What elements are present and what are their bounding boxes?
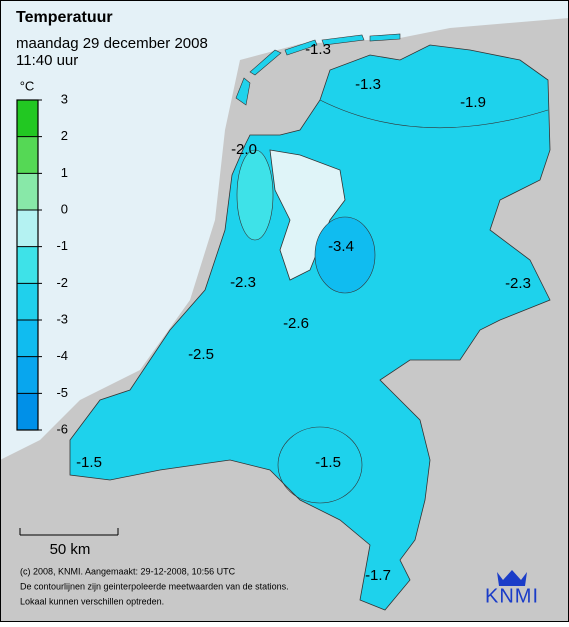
scale-label: 50 km	[50, 541, 91, 558]
map-label: -1.7	[365, 567, 391, 584]
legend-tick-label: 2	[61, 128, 68, 143]
map-label: -2.6	[283, 315, 309, 332]
logo-crown	[497, 570, 527, 586]
legend-tick-label: 3	[61, 91, 68, 106]
legend-swatch	[17, 393, 38, 430]
legend-tick-label: 1	[61, 165, 68, 180]
legend-tick-label: -4	[56, 348, 68, 363]
time: 11:40 uur	[16, 52, 78, 69]
map-label: -1.5	[315, 454, 341, 471]
map-labels: -1.3 -1.3 -1.9 -2.0 -3.4 -2.3 -2.3 -2.6 …	[76, 41, 531, 584]
map-label: -2.3	[505, 275, 531, 292]
knmi-logo: KNMI	[485, 570, 539, 607]
map-label: -1.3	[305, 41, 331, 58]
footer-line: (c) 2008, KNMI. Aangemaakt: 29-12-2008, …	[20, 566, 236, 576]
islands	[235, 33, 401, 106]
contour-line	[277, 426, 363, 504]
contour-line	[319, 99, 549, 129]
island	[321, 34, 365, 46]
legend-swatch	[17, 320, 38, 357]
legend-swatch	[17, 100, 38, 137]
date: maandag 29 december 2008	[16, 35, 208, 52]
legend-tick-label: -5	[56, 385, 68, 400]
island	[249, 49, 282, 76]
legend-unit: °C	[20, 78, 35, 93]
legend-swatch	[17, 246, 38, 284]
map-label: -2.0	[231, 141, 257, 158]
legend-swatch	[17, 356, 38, 394]
legend-tick-label: -1	[56, 238, 68, 253]
legend-swatch	[17, 283, 38, 320]
island	[284, 39, 318, 56]
footer-line: Lokaal kunnen verschillen optreden.	[20, 596, 164, 606]
legend: 3 2 1 0 -1 -2 -3 -4 -5 -6	[16, 91, 68, 436]
legend-tick-label: -6	[56, 421, 68, 436]
legend-swatch	[17, 173, 38, 210]
legend-swatch	[17, 210, 38, 247]
contour-area	[314, 216, 376, 294]
map-label: -1.3	[355, 76, 381, 93]
map-label: -2.5	[188, 346, 214, 363]
legend-tick-label: -3	[56, 311, 68, 326]
footer-line: De contourlijnen zijn geinterpoleerde me…	[20, 581, 289, 591]
netherlands-land	[69, 44, 551, 611]
contour-area	[236, 149, 274, 241]
map-label: -1.5	[76, 454, 102, 471]
scale-bar	[19, 528, 119, 536]
logo-text: KNMI	[485, 585, 539, 607]
legend-swatch	[17, 136, 38, 174]
sea	[0, 0, 569, 460]
island	[369, 33, 401, 42]
map-label: -3.4	[328, 238, 354, 255]
legend-tick-label: -2	[56, 275, 68, 290]
map-label: -1.9	[460, 94, 486, 111]
title: Temperatuur	[16, 9, 113, 26]
map-label: -2.3	[230, 274, 256, 291]
legend-tick-label: 0	[61, 201, 68, 216]
island	[235, 77, 251, 106]
